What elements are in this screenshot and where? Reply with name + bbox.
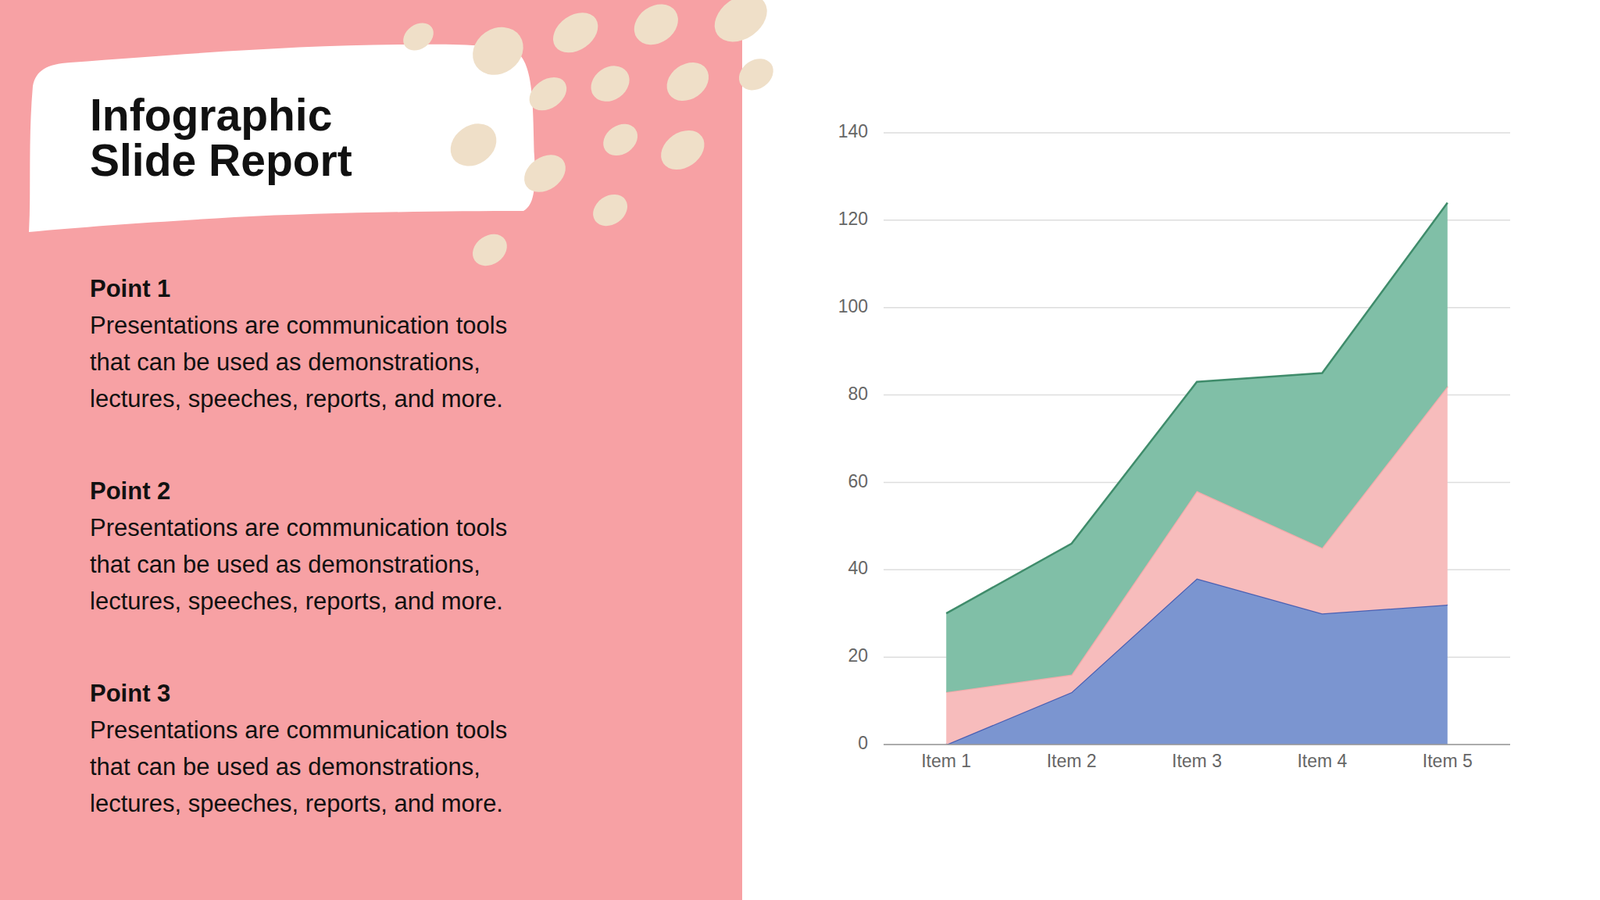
title: InfographicSlide Report [89,92,353,183]
x-tick-label: Item 3 [1171,750,1222,772]
point: Point 3Presentations are communication t… [89,675,516,822]
grid-line [883,743,1511,746]
y-tick-label: 40 [847,557,868,579]
oval [705,0,776,52]
oval [466,228,513,273]
oval [626,0,686,54]
oval [463,17,533,85]
x-tick-label: Item 5 [1422,750,1473,772]
y-tick-label: 60 [847,471,868,492]
x-axis [883,743,1511,746]
title-brush [28,44,536,233]
title-line: Slide Report [89,137,353,183]
oval [653,122,712,179]
y-tick-label: 0 [857,732,868,754]
grid-line [883,219,1511,222]
oval [659,54,717,109]
y-tick-label: 100 [838,296,868,317]
grid-line [883,132,1511,134]
oval [523,70,574,118]
oval [545,4,606,61]
point-text: Presentations are communication tools th… [89,711,516,822]
point-heading: Point 1 [89,270,516,308]
oval [442,114,505,175]
point-text: Presentations are communication tools th… [89,307,516,418]
title-line: Infographic [89,92,353,138]
oval [397,17,439,57]
oval [584,58,637,109]
x-tick-label: Item 1 [921,750,972,772]
y-tick-label: 120 [838,208,868,229]
oval [732,52,779,97]
point-heading: Point 2 [89,472,516,510]
point: Point 1Presentations are communication t… [89,270,516,418]
oval [596,117,643,162]
point-text: Presentations are communication tools th… [89,509,516,620]
point: Point 2Presentations are communication t… [89,472,516,620]
oval [586,188,633,233]
oval [517,146,573,200]
point-heading: Point 3 [89,675,516,712]
x-tick-label: Item 4 [1296,750,1347,772]
area [946,202,1448,692]
area-edge [946,202,1448,614]
y-tick-label: 80 [847,383,868,404]
y-tick-label: 20 [847,645,868,666]
areas [946,202,1448,745]
y-tick-label: 140 [838,121,868,142]
x-tick-label: Item 2 [1046,750,1097,772]
